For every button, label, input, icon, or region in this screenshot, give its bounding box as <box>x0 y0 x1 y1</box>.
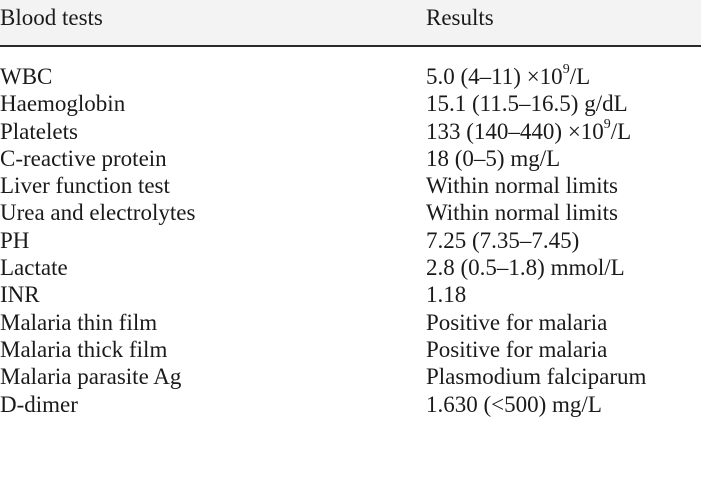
test-name: Haemoglobin <box>0 91 126 117</box>
table-body: WBC 5.0 (4–11) ×109/L Haemoglobin 15.1 (… <box>0 63 701 418</box>
test-result: 133 (140–440) ×109/L <box>426 116 632 144</box>
test-result: 18 (0–5) mg/L <box>426 145 561 171</box>
header-results: Results <box>426 5 494 30</box>
test-result: Positive for malaria <box>426 336 608 362</box>
test-name: WBC <box>0 64 53 89</box>
test-result: Within normal limits <box>426 200 619 226</box>
test-result: Within normal limits <box>426 173 619 199</box>
table-row: WBC 5.0 (4–11) ×109/L <box>0 63 701 90</box>
test-name: Malaria thick film <box>0 336 168 362</box>
table-header: Blood tests Results <box>0 0 701 45</box>
table-row: PH 7.25 (7.35–7.45) <box>0 227 701 254</box>
test-result: 7.25 (7.35–7.45) <box>426 227 580 253</box>
test-name: PH <box>0 227 30 253</box>
test-result: Positive for malaria <box>426 309 608 335</box>
table-row: D-dimer 1.630 (<500) mg/L <box>0 391 701 418</box>
test-result: 1.630 (<500) mg/L <box>426 391 602 417</box>
table-row: Haemoglobin 15.1 (11.5–16.5) g/dL <box>0 90 701 117</box>
test-result: Plasmodium falciparum <box>426 364 647 390</box>
table-row: Malaria thin film Positive for malaria <box>0 309 701 336</box>
test-name: Malaria thin film <box>0 309 158 335</box>
table-row: INR 1.18 <box>0 281 701 308</box>
test-name: C-reactive protein <box>0 145 167 171</box>
table-row: Platelets 133 (140–440) ×109/L <box>0 116 701 145</box>
table-row: Liver function test Within normal limits <box>0 172 701 199</box>
test-result: 5.0 (4–11) ×109/L <box>426 62 591 89</box>
table-row: Malaria parasite Ag Plasmodium falciparu… <box>0 363 701 390</box>
test-name: D-dimer <box>0 391 78 417</box>
test-result: 2.8 (0.5–1.8) mmol/L <box>426 255 625 281</box>
test-name: Urea and electrolytes <box>0 200 196 226</box>
test-result: 15.1 (11.5–16.5) g/dL <box>426 91 628 117</box>
table-row: Malaria thick film Positive for malaria <box>0 336 701 363</box>
header-divider <box>0 45 701 47</box>
test-name: Lactate <box>0 255 68 281</box>
table-row: Urea and electrolytes Within normal limi… <box>0 199 701 226</box>
test-name: Platelets <box>0 118 78 144</box>
test-result: 1.18 <box>426 282 467 308</box>
table-row: Lactate 2.8 (0.5–1.8) mmol/L <box>0 254 701 281</box>
test-name: INR <box>0 282 40 308</box>
test-name: Liver function test <box>0 173 170 199</box>
header-blood-tests: Blood tests <box>0 5 103 30</box>
test-name: Malaria parasite Ag <box>0 364 182 390</box>
table-row: C-reactive protein 18 (0–5) mg/L <box>0 145 701 172</box>
